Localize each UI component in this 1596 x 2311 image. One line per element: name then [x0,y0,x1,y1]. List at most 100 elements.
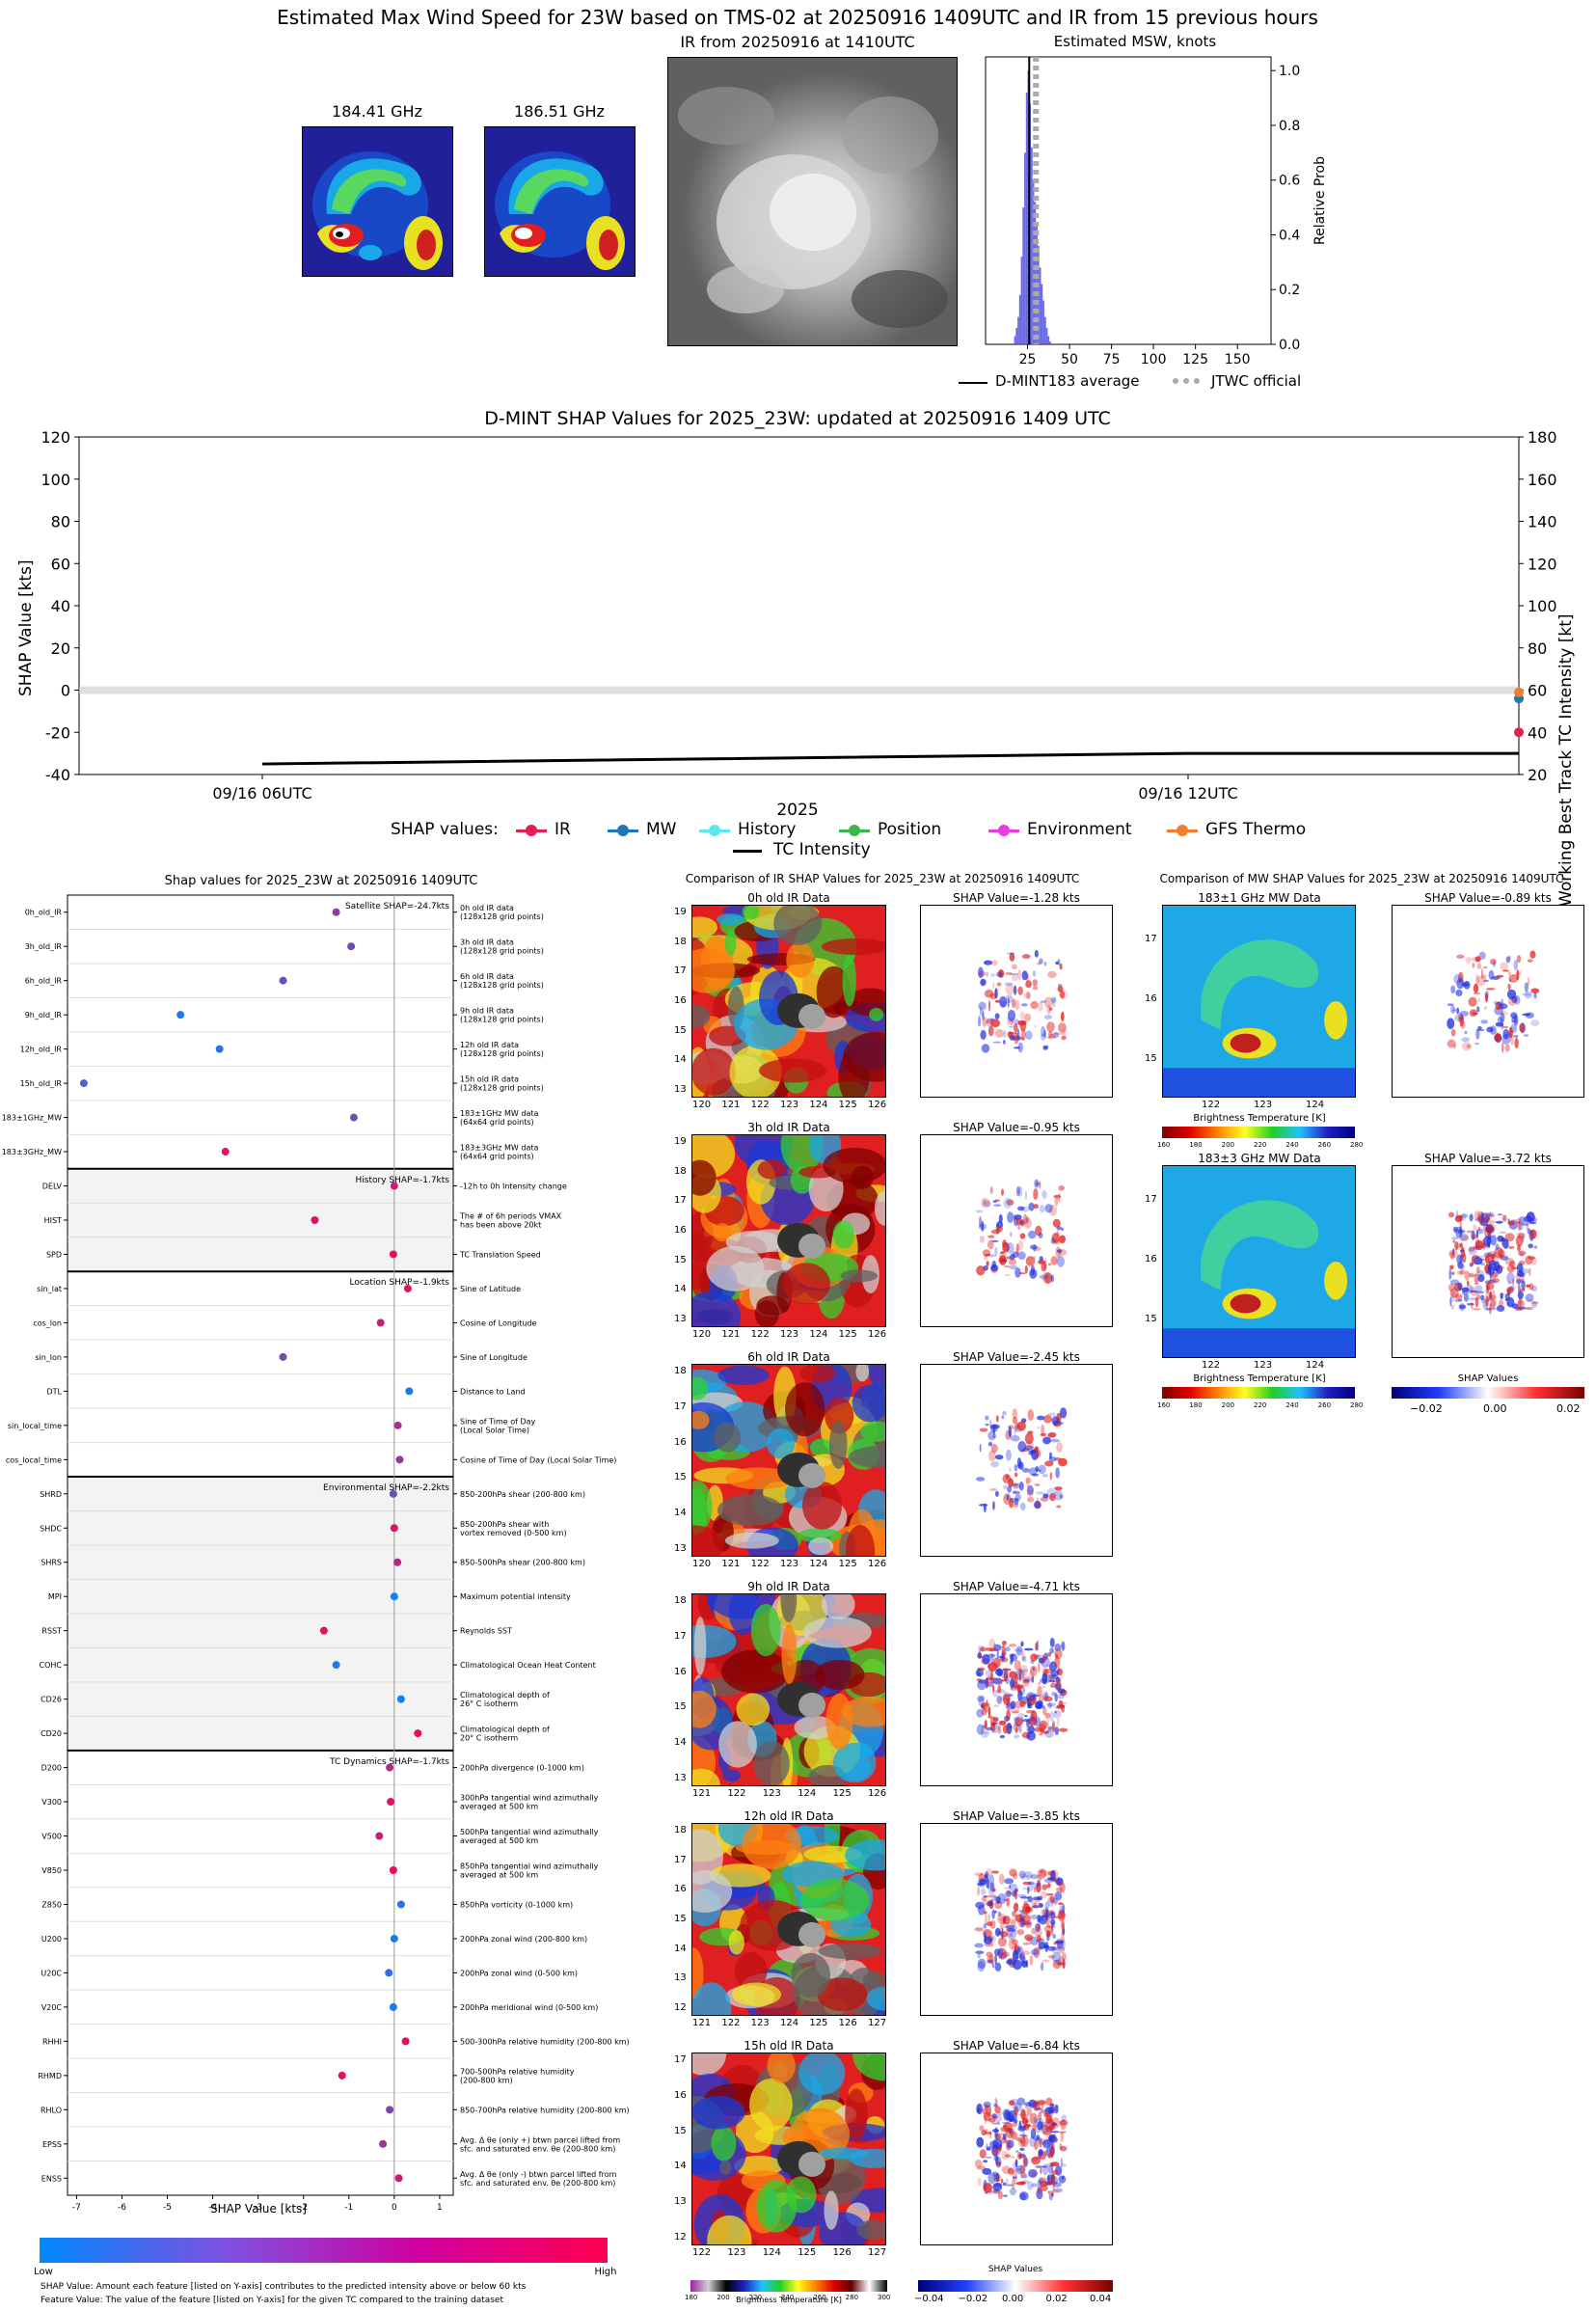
shap-patch [979,1878,987,1886]
shap-patch [1004,1925,1014,1929]
y-tick-label: 13 [674,1543,687,1554]
shap-patch [1496,1031,1499,1043]
shap-patch [1010,1232,1013,1237]
shap-patch [1519,1251,1525,1257]
shap-patch [1041,1959,1050,1963]
shap-patch [1007,1928,1017,1940]
shap-patch [979,1908,982,1911]
ir-shap-heatmap [921,1594,1112,1785]
shap-patch [1001,1188,1005,1196]
shap-patch [1041,1474,1049,1478]
shap-patch [1041,1655,1047,1662]
mw-bt-colorbar-tick: 160 [1157,1401,1171,1409]
shap-patch [1454,1240,1459,1251]
y-tick-label: 13 [674,2196,687,2208]
shap-patch [1050,1274,1054,1283]
msw-y-tick-label: 0.2 [1279,283,1300,298]
shap-patch [990,1461,1000,1468]
shap-patch [1007,997,1010,1008]
shap-patch [1031,1473,1040,1477]
shap-patch [1481,974,1487,979]
shap-patch [1018,1272,1026,1275]
shap-patch [1027,1496,1035,1503]
shap-patch [1046,1925,1056,1929]
shap-patch [1447,1039,1456,1048]
feature-name: V500 [41,1833,62,1841]
shap-patch [1012,1710,1020,1714]
ir-image-label: IR from 20250916 at 1410UTC [680,33,915,51]
shap-patch [992,1677,1003,1685]
feature-name: DELV [42,1183,63,1191]
cloud-patch [717,1365,770,1385]
cloud-patch [692,1525,725,1556]
shap-patch [1475,1028,1485,1032]
shap-patch [994,1963,1002,1971]
shap-patch [1042,1730,1049,1734]
shap-patch [1451,1237,1459,1240]
shap-patch [995,971,1003,977]
shap-patch [1057,985,1064,992]
shap-patch [1057,1946,1066,1951]
shap-patch [1456,1270,1463,1275]
shap-patch [1476,975,1486,987]
shap-patch [1004,1878,1014,1885]
ir-bt-colorbar-tick: 200 [717,2294,730,2301]
ts-ylabel-left-text: SHAP Value [kts] [16,559,36,696]
shap-patch [1529,1229,1537,1239]
y-tick-label: 13 [674,1972,687,1984]
shap-patch [1016,1421,1027,1431]
shap-patch [1454,1293,1463,1300]
x-tick-label: 127 [868,2247,887,2258]
shap-patch [1046,1702,1057,1707]
ir-panel-label: 15h old IR Data [744,2039,834,2053]
shap-patch [1054,1693,1058,1702]
shap-patch [1034,1500,1041,1509]
shap-patch [1038,2148,1043,2157]
y-tick-label: 15 [674,1024,687,1036]
shap-patch [1042,1436,1051,1445]
cloud-patch [798,2053,846,2095]
mw-bt-colorbar-tick: 220 [1254,1401,1267,1409]
feature-description: Climatological depth of [460,1691,550,1699]
feature-name: MPI [48,1592,62,1601]
shap-patch [1052,2182,1055,2191]
shap-patch [1030,1874,1039,1880]
shap-patch [1004,982,1014,987]
shap-patch [1053,1194,1062,1199]
shap-patch [983,1898,991,1907]
shap-patch [1520,1279,1525,1284]
shap-patch [987,1959,994,1964]
feature-name: sin_lat [37,1285,62,1293]
shap-patch [1037,1868,1047,1880]
shap-patch [1007,1485,1013,1493]
shap-patch [1454,1014,1464,1022]
shap-patch [1516,1306,1527,1310]
shap-patch [1505,956,1511,964]
shap-patch [1008,1025,1014,1028]
cloud-patch [856,2219,885,2241]
shap-patch [1001,1645,1007,1657]
feature-name: U20C [41,1969,62,1977]
ts-y-tick-left: 20 [51,639,70,658]
shap-patch [1061,1952,1068,1962]
mw-bt-colorbar-tick: 280 [1350,1401,1364,1409]
shap-x-tick-label: -4 [208,2203,217,2213]
shap-patch [1037,1685,1042,1698]
cloud-patch [692,1159,717,1196]
shap-point [386,1763,394,1772]
shap-patch [1015,1727,1019,1733]
shap-patch [979,2125,985,2132]
shap-patch [1468,996,1477,1007]
shap-patch [1004,1887,1010,1890]
mw-bt-colorbar-tick: 240 [1285,1401,1299,1409]
shap-patch [1012,2176,1017,2180]
feature-description: 3h old IR data [460,938,514,947]
x-tick-label: 124 [809,1559,828,1569]
shap-patch [976,2103,983,2114]
feature-name: 0h_old_IR [25,909,63,917]
feature-description: 850-700hPa relative humidity (200-800 km… [460,2106,630,2114]
shap-group-label: Location SHAP=-1.9kts [349,1278,449,1288]
feature-name: RHLO [41,2106,62,2114]
feature-description: 200hPa divergence (0-1000 km) [460,1764,584,1773]
shap-patch [1043,1696,1053,1702]
